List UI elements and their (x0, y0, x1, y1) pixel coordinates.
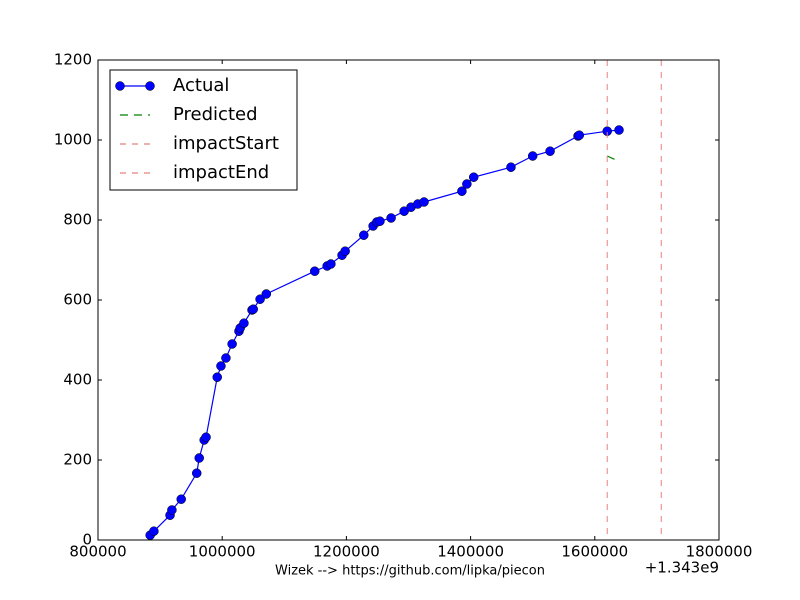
point (419, 197, 429, 207)
y-tick-label: 0 (82, 531, 92, 549)
point (212, 372, 222, 382)
point (255, 294, 265, 304)
legend-marker (115, 81, 125, 91)
point (194, 453, 204, 463)
point (468, 172, 479, 182)
point (239, 318, 249, 328)
point (457, 186, 467, 196)
point (149, 526, 159, 536)
point (614, 125, 624, 135)
point (221, 353, 231, 363)
legend-label: Predicted (173, 104, 258, 125)
point (216, 361, 226, 371)
point (506, 162, 516, 172)
point (248, 304, 258, 314)
legend-label: impactStart (173, 133, 279, 154)
y-tick-label: 200 (63, 451, 92, 469)
x-tick-label: 1000000 (189, 543, 256, 561)
point (227, 339, 237, 349)
x-tick-label: 1400000 (437, 543, 504, 561)
y-tick-label: 1200 (54, 51, 92, 69)
point (574, 130, 585, 140)
point (545, 146, 555, 156)
point (340, 246, 350, 256)
point (527, 151, 538, 161)
y-tick-label: 600 (63, 291, 92, 309)
x-tick-label: 1600000 (561, 543, 628, 561)
point (386, 213, 396, 223)
point (201, 432, 211, 442)
point (261, 289, 272, 299)
point (191, 468, 202, 478)
x-tick-label: 1200000 (313, 543, 380, 561)
point (309, 266, 320, 276)
legend-marker (145, 81, 155, 91)
legend-label: Actual (173, 75, 229, 96)
point (167, 505, 177, 515)
legend-box (109, 69, 298, 191)
x-tick-label: 1800000 (686, 543, 753, 561)
x-tick-label: 800000 (69, 543, 126, 561)
point (176, 494, 186, 504)
y-tick-label: 400 (63, 371, 92, 389)
series-line (606, 155, 617, 161)
point (359, 230, 369, 240)
footer: Wizek --> https://github.com/lipka/pieco… (275, 564, 545, 579)
point (326, 259, 336, 269)
legend: Actual Predicted impactStart impactEnd (109, 69, 298, 191)
point (462, 179, 472, 189)
x-offset-label: +1.343e9 (645, 559, 719, 577)
plot (145, 60, 662, 540)
y-tick-label: 1000 (54, 131, 92, 149)
point (375, 216, 385, 226)
y-tick-label: 800 (63, 211, 92, 229)
legend-label: impactEnd (173, 162, 269, 183)
